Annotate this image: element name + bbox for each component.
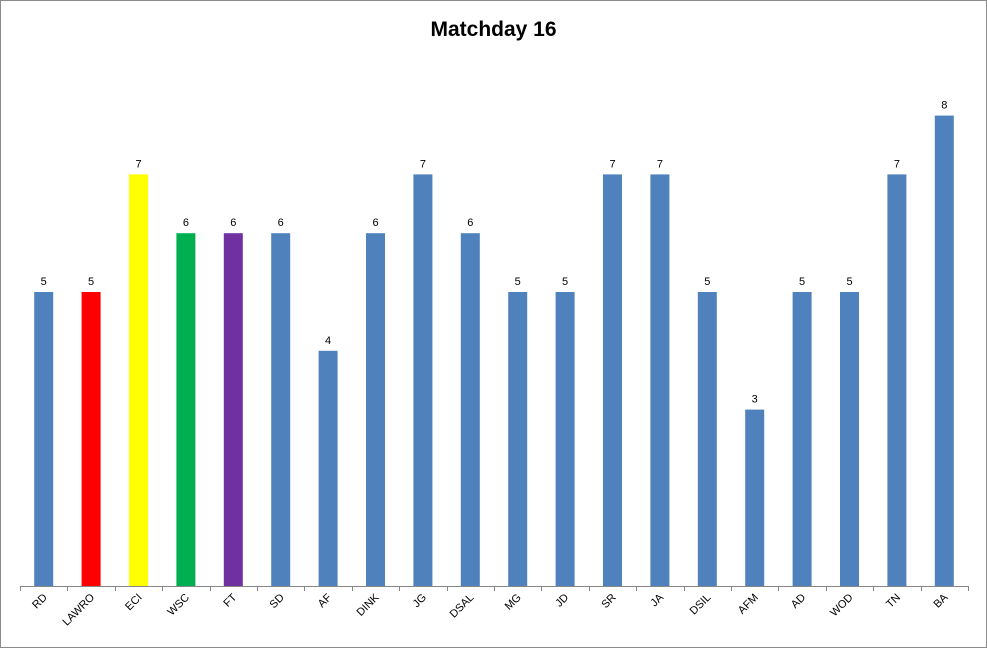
- value-labels-layer: 5 5 7 6 6 6 4 6 7 6 5 5 7 7 5 3 5 5 7 8: [41, 100, 948, 406]
- x-tick-label-mg: MG: [503, 592, 524, 613]
- data-label-afm: 3: [752, 394, 758, 406]
- bar-mg: [508, 292, 528, 586]
- data-label-ft: 6: [230, 217, 236, 229]
- x-tick-label-tn: TN: [884, 592, 903, 611]
- data-label-tn: 7: [894, 158, 900, 170]
- x-tick-label-ft: FT: [221, 591, 239, 609]
- data-label-ad: 5: [799, 276, 805, 288]
- bar-sd: [271, 233, 291, 586]
- bar-sr: [603, 174, 622, 586]
- x-tick-label-dsal: DSAL: [448, 592, 477, 621]
- bar-wod: [840, 292, 859, 586]
- x-tick-label-jg: JG: [411, 592, 429, 610]
- bar-eci: [129, 174, 148, 586]
- x-tick-label-sd: SD: [268, 592, 287, 611]
- x-tick-label-afm: AFM: [736, 592, 761, 617]
- data-label-sd: 6: [278, 217, 284, 229]
- data-label-jd: 5: [562, 276, 568, 288]
- bar-ba: [934, 115, 954, 586]
- x-ticks-layer: [20, 586, 969, 591]
- bar-jg: [413, 174, 433, 586]
- x-tick-label-af: AF: [316, 591, 335, 610]
- bar-ad: [792, 292, 812, 586]
- x-tick-label-ba: BA: [932, 591, 951, 610]
- x-tick-label-eci: ECI: [123, 592, 144, 613]
- bar-tn: [887, 174, 907, 586]
- bar-ja: [650, 174, 670, 586]
- data-label-dsal: 6: [467, 217, 473, 229]
- data-label-rd: 5: [41, 276, 47, 288]
- x-tick-label-jd: JD: [553, 592, 571, 610]
- x-tick-label-sr: SR: [599, 592, 618, 611]
- bar-jd: [555, 292, 575, 586]
- bar-lawro: [81, 292, 101, 586]
- data-label-lawro: 5: [88, 276, 94, 288]
- x-tick-label-ad: AD: [789, 592, 808, 611]
- x-tick-label-wsc: WSC: [165, 592, 192, 619]
- x-tick-label-lawro: LAWRO: [60, 591, 97, 628]
- bar-afm: [745, 409, 765, 586]
- chart-title: Matchday 16: [430, 18, 557, 41]
- data-label-dink: 6: [372, 217, 378, 229]
- data-label-ba: 8: [941, 100, 947, 112]
- data-label-mg: 5: [515, 276, 521, 288]
- data-label-wsc: 6: [183, 217, 189, 229]
- x-tick-label-ja: JA: [648, 591, 666, 609]
- x-tick-label-rd: RD: [30, 592, 50, 612]
- data-label-jg: 7: [420, 158, 426, 170]
- bar-wsc: [176, 233, 196, 586]
- bar-dsal: [460, 233, 480, 586]
- bar-ft: [223, 233, 243, 586]
- data-label-dsil: 5: [704, 276, 710, 288]
- data-label-eci: 7: [135, 158, 141, 170]
- x-tick-label-dsil: DSIL: [688, 592, 714, 618]
- bar-dsil: [697, 292, 717, 586]
- bar-rd: [34, 292, 54, 586]
- data-label-sr: 7: [609, 158, 615, 170]
- x-tick-label-dink: DINK: [355, 591, 383, 619]
- bar-af: [318, 350, 338, 586]
- x-tick-labels-layer: RD LAWRO ECI WSC FT SD AF DINK JG DSAL MG JD SR JA DSI…: [30, 591, 951, 628]
- data-label-ja: 7: [657, 158, 663, 170]
- bar-dink: [366, 233, 385, 586]
- x-tick-label-wod: WOD: [828, 592, 856, 620]
- data-label-wod: 5: [846, 276, 852, 288]
- data-label-af: 4: [325, 335, 331, 347]
- bars-layer: [34, 115, 954, 586]
